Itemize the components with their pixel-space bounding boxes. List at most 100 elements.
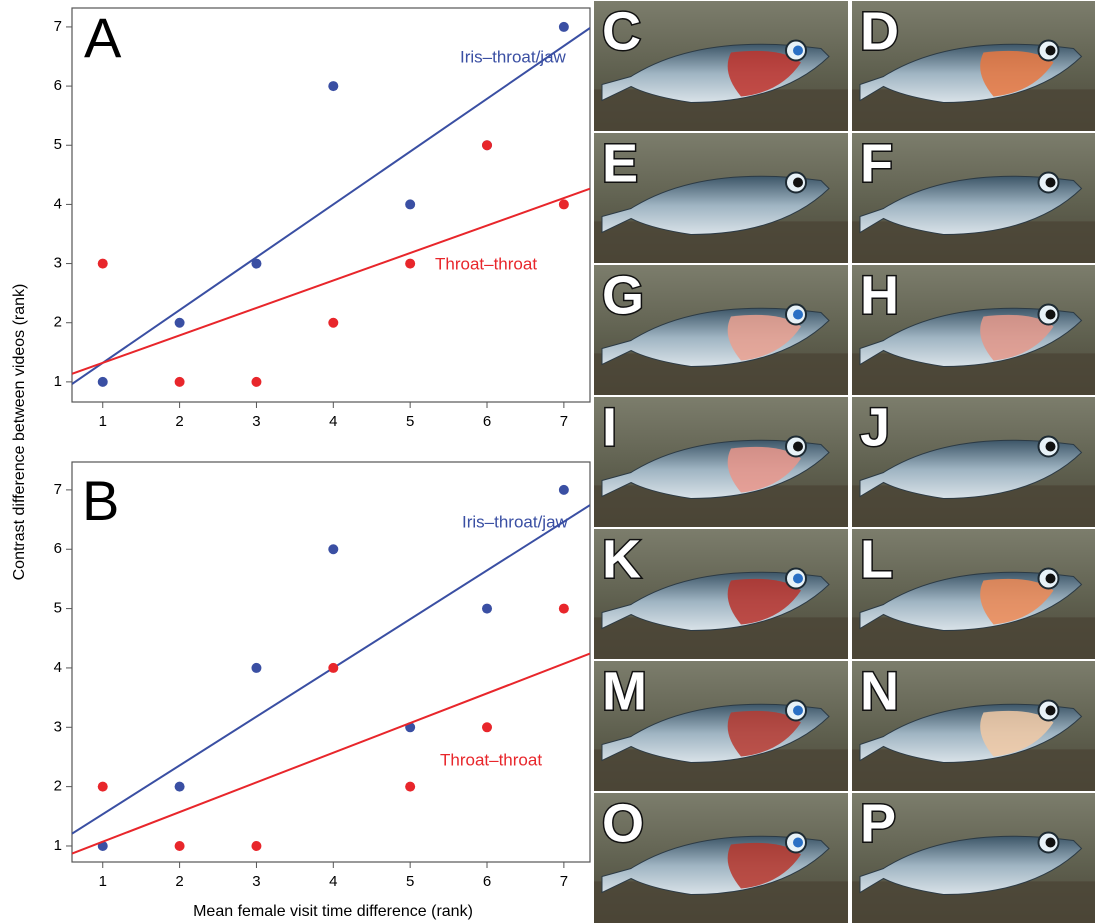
photo: E [594, 132, 848, 263]
photo-label: F [860, 133, 893, 193]
fish-pupil [1045, 837, 1056, 848]
fish-pupil [1045, 309, 1056, 320]
photo-label: C [602, 1, 641, 61]
point [482, 140, 493, 151]
photo-label: E [602, 133, 638, 193]
y-axis-label: Contrast difference between videos (rank… [11, 284, 28, 581]
photo-label: N [860, 661, 899, 721]
photo: I [594, 396, 848, 527]
series-label: Iris–throat/jaw [462, 512, 569, 531]
fish-throat [980, 578, 1054, 625]
regression-line [72, 652, 590, 855]
fish-throat [727, 314, 801, 361]
y-tick-label: 7 [54, 481, 62, 498]
fish-pupil [793, 177, 803, 188]
photo: H [852, 264, 1095, 395]
point [405, 258, 416, 269]
point [251, 840, 262, 851]
y-tick-label: 2 [54, 314, 62, 331]
panel-letter: B [82, 469, 119, 532]
x-tick-label: 1 [99, 413, 107, 430]
fish-pupil [1045, 573, 1056, 584]
fish-throat [727, 446, 801, 493]
photo: L [852, 528, 1095, 659]
photo: G [594, 264, 848, 395]
photo: N [852, 660, 1095, 791]
y-tick-label: 3 [54, 255, 62, 272]
x-tick-label: 5 [406, 873, 414, 890]
photo-label: I [602, 397, 617, 457]
x-tick-label: 3 [252, 413, 260, 430]
fish-pupil [1045, 705, 1056, 716]
point [405, 199, 416, 210]
photo-label: K [602, 529, 641, 589]
point [558, 603, 569, 614]
x-axis-label: Mean female visit time difference (rank) [193, 903, 473, 920]
point [328, 544, 339, 555]
fish-throat [980, 710, 1054, 757]
y-tick-label: 3 [54, 718, 62, 735]
photo-label: O [602, 793, 644, 853]
fish-pupil [1045, 45, 1056, 56]
y-tick-label: 4 [54, 195, 62, 212]
photo: P [852, 792, 1095, 923]
point [174, 840, 185, 851]
y-tick-label: 2 [54, 778, 62, 795]
point [251, 376, 262, 387]
point [174, 781, 185, 792]
point [97, 781, 108, 792]
fish-pupil [793, 441, 803, 452]
point [482, 722, 493, 733]
fish-body [601, 175, 830, 236]
series-label: Iris–throat/jaw [460, 47, 567, 66]
point [482, 603, 493, 614]
photo: J [852, 396, 1095, 527]
point [97, 258, 108, 269]
plot-frame [71, 461, 591, 863]
photo: K [594, 528, 848, 659]
y-tick-label: 6 [54, 540, 62, 557]
y-tick-label: 1 [54, 373, 62, 390]
y-tick-label: 5 [54, 600, 62, 617]
fish-pupil [793, 573, 803, 584]
photo: F [852, 132, 1095, 263]
y-tick-label: 1 [54, 837, 62, 854]
y-tick-label: 7 [54, 18, 62, 35]
fish-body [859, 439, 1083, 500]
x-tick-label: 7 [560, 873, 568, 890]
fish-body [859, 835, 1083, 896]
photo-label: M [602, 661, 647, 721]
photo-label: L [860, 529, 893, 589]
photo: D [852, 0, 1095, 131]
fish-throat [727, 50, 801, 97]
x-tick-label: 4 [329, 413, 337, 430]
fish-throat [980, 50, 1054, 97]
fish-pupil [793, 309, 803, 320]
fish-pupil [793, 837, 803, 848]
fish-pupil [793, 705, 803, 716]
x-tick-label: 2 [175, 873, 183, 890]
point [558, 21, 569, 32]
x-tick-label: 4 [329, 873, 337, 890]
photo-label: P [860, 793, 896, 853]
panel-letter: A [84, 6, 122, 69]
fish-throat [727, 578, 801, 625]
point [405, 781, 416, 792]
photo-label: J [860, 397, 890, 457]
point [328, 317, 339, 328]
y-tick-label: 6 [54, 77, 62, 94]
x-tick-label: 2 [175, 413, 183, 430]
point [97, 376, 108, 387]
plot-frame [71, 7, 591, 403]
series-label: Throat–throat [440, 750, 542, 769]
point [328, 81, 339, 92]
photo-label: D [860, 1, 899, 61]
regression-line [72, 27, 590, 385]
fish-throat [980, 314, 1054, 361]
fish-pupil [1045, 441, 1056, 452]
y-tick-label: 4 [54, 659, 62, 676]
photo: O [594, 792, 848, 923]
x-tick-label: 1 [99, 873, 107, 890]
